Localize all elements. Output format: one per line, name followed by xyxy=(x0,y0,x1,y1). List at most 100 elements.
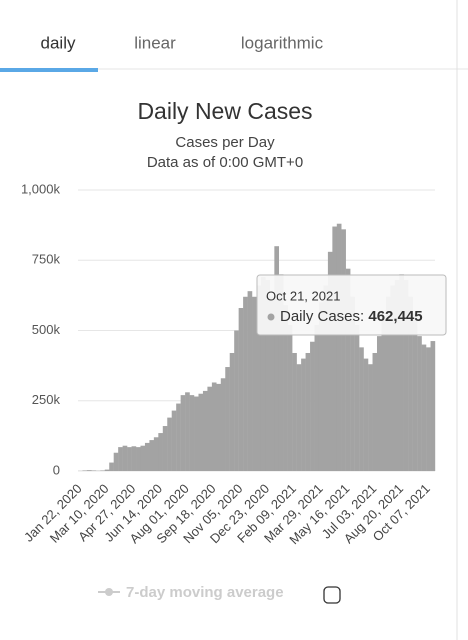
bar xyxy=(113,452,119,471)
bar xyxy=(292,352,297,471)
bar xyxy=(82,470,88,471)
y-tick-label: 0 xyxy=(53,462,60,477)
bar xyxy=(189,395,195,471)
legend-label: 7-day moving average xyxy=(126,584,284,601)
bar xyxy=(430,341,436,471)
bar xyxy=(127,447,132,471)
bar xyxy=(211,382,217,471)
bar xyxy=(238,308,244,471)
bar xyxy=(417,336,422,471)
bar xyxy=(310,341,315,471)
bar xyxy=(341,229,346,471)
bar xyxy=(153,437,159,471)
chart-title: Daily New Cases xyxy=(137,98,312,124)
bar xyxy=(336,223,342,471)
tab[interactable]: logarithmic xyxy=(241,33,324,52)
tooltip-box xyxy=(256,274,447,336)
tab[interactable]: linear xyxy=(134,33,176,52)
bar xyxy=(171,410,177,471)
bar xyxy=(216,383,221,471)
bar xyxy=(256,285,262,471)
bar xyxy=(140,445,146,471)
bar xyxy=(283,305,288,471)
bar xyxy=(149,440,155,471)
bar xyxy=(363,358,369,471)
chart-subtitle: Cases per Day xyxy=(175,134,275,151)
bar xyxy=(305,352,311,471)
bar xyxy=(399,274,404,471)
bar xyxy=(376,336,382,471)
bar xyxy=(109,462,114,471)
bar xyxy=(287,324,293,471)
bar xyxy=(318,302,324,471)
bar xyxy=(332,226,338,471)
bar xyxy=(91,470,97,471)
legend-checkbox[interactable] xyxy=(323,586,341,604)
bar xyxy=(314,324,320,471)
bar xyxy=(372,352,378,471)
bar xyxy=(265,279,271,471)
bar xyxy=(381,316,387,471)
bar xyxy=(247,291,253,471)
bar xyxy=(86,470,92,471)
y-tick-label: 750k xyxy=(32,252,61,267)
bar xyxy=(260,277,266,471)
bar xyxy=(368,364,373,471)
bar xyxy=(252,296,257,471)
bar xyxy=(194,396,199,471)
bar xyxy=(198,393,204,471)
bar xyxy=(296,364,302,471)
bar xyxy=(162,426,168,471)
bar xyxy=(158,433,163,471)
bar xyxy=(390,285,396,471)
bar xyxy=(104,469,110,471)
bar xyxy=(225,367,230,471)
bar xyxy=(243,296,248,471)
bar xyxy=(350,296,355,471)
bar xyxy=(412,313,418,471)
active-tab-indicator xyxy=(0,68,98,72)
bar xyxy=(202,390,208,471)
bar xyxy=(100,470,105,471)
bar xyxy=(136,447,141,471)
y-tick-label: 250k xyxy=(32,392,61,407)
legend[interactable]: 7-day moving average xyxy=(98,584,284,601)
bar xyxy=(180,395,186,471)
tooltip-value: 462,445 xyxy=(368,308,422,325)
tooltip: Oct 21, 2021 Daily Cases: 462,445 xyxy=(256,274,447,336)
tooltip-marker xyxy=(267,313,275,321)
bar xyxy=(229,352,235,471)
y-tick-label: 1,000k xyxy=(21,181,61,196)
bar xyxy=(118,447,123,471)
bar xyxy=(234,330,239,471)
bar xyxy=(274,246,280,471)
bar xyxy=(269,296,275,471)
bar xyxy=(403,279,409,471)
bar xyxy=(176,403,181,471)
tooltip-label: Daily Cases: 462,445 xyxy=(280,308,423,325)
bar xyxy=(323,285,329,471)
bar xyxy=(122,445,128,471)
bar xyxy=(426,347,431,471)
bar xyxy=(385,296,391,471)
bar xyxy=(394,279,400,471)
bar xyxy=(359,347,364,471)
y-tick-label: 500k xyxy=(32,322,61,337)
bar xyxy=(131,446,137,471)
bar xyxy=(167,417,172,471)
bar xyxy=(408,296,413,471)
bar xyxy=(144,442,150,471)
bar xyxy=(345,268,351,471)
bar xyxy=(421,344,427,471)
bar xyxy=(207,386,213,471)
bar xyxy=(220,378,226,471)
bar xyxy=(327,251,333,471)
chart-note: Data as of 0:00 GMT+0 xyxy=(147,154,303,171)
tooltip-series: Daily Cases: xyxy=(280,308,364,325)
bar xyxy=(278,274,284,471)
tab[interactable]: daily xyxy=(41,33,76,52)
bar xyxy=(301,358,306,471)
legend-marker xyxy=(105,588,113,596)
bar xyxy=(185,392,190,471)
